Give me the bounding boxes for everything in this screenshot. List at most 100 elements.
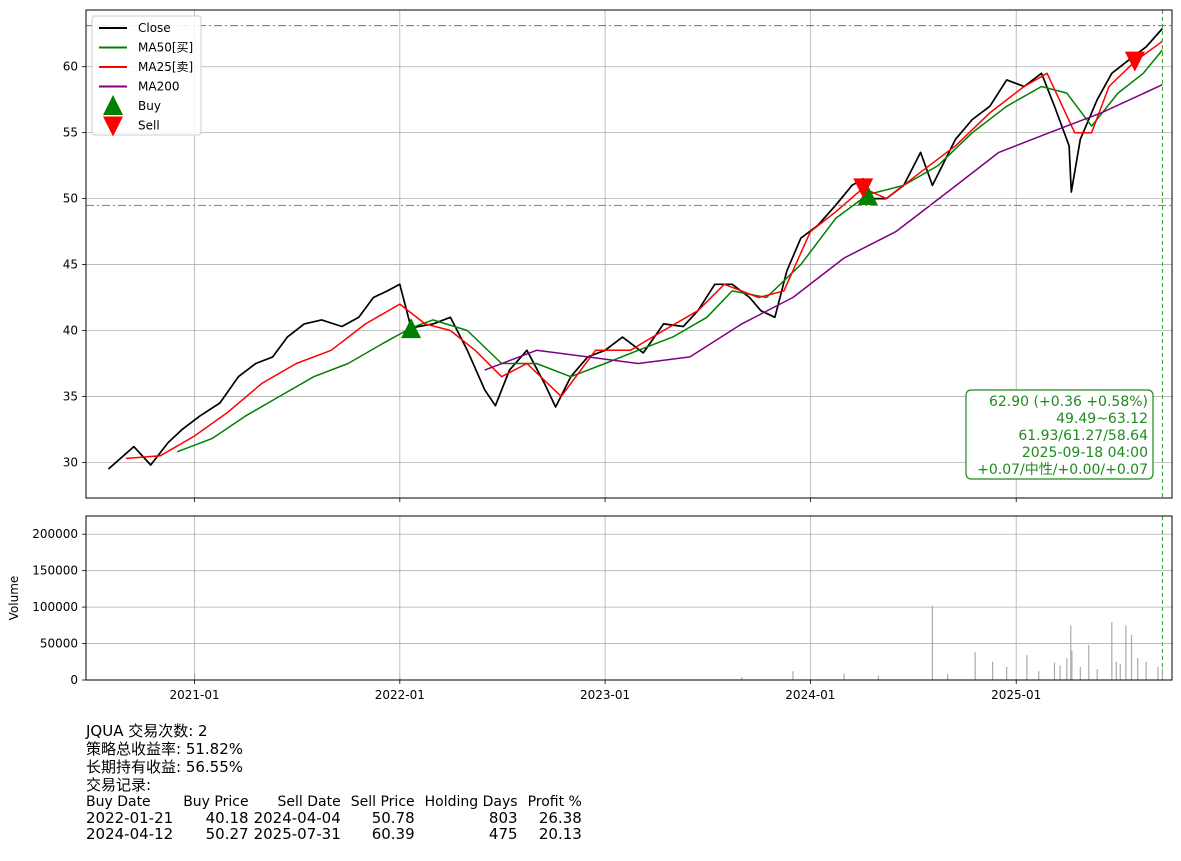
legend-entry: Close [99, 21, 171, 35]
volume-bar [193, 673, 196, 680]
table-cell: 50.27 [205, 825, 249, 843]
price-ytick-label: 35 [63, 389, 78, 403]
volume-ytick-label: 100000 [32, 600, 78, 614]
volume-bar [877, 675, 880, 680]
trade-table-header: Buy Date Buy Price Sell Date Sell Price Hold… [86, 794, 587, 810]
price-ytick-label: 40 [63, 323, 78, 337]
volume-bar [1119, 663, 1121, 680]
table-row: 2022-01-21 40.18 2024-04-04 50.78 803 26.38 [86, 810, 587, 826]
legend-label: Sell [138, 119, 160, 133]
table-cell: 2024-04-12 [86, 825, 174, 843]
volume-bar [399, 677, 401, 680]
volume-bar [1053, 662, 1056, 680]
table-cell: 50.78 [371, 809, 415, 827]
table-cell: 20.13 [538, 825, 582, 843]
volume-bar [741, 677, 743, 680]
table-cell: 475 [488, 825, 518, 843]
volume-bar [1006, 666, 1008, 680]
legend-entry: MA25[卖] [99, 60, 193, 74]
info-box-line: 62.90 (+0.36 +0.58%) [989, 394, 1148, 410]
info-box-line: 2025-09-18 04:00 [1022, 445, 1148, 461]
legend-entry: Buy [103, 95, 161, 115]
info-box-frame [965, 389, 1154, 480]
volume-bar [991, 661, 994, 680]
buy-marker [401, 318, 422, 339]
volume-xtick-label: 2023-01 [580, 688, 630, 702]
volume-ytick-label: 150000 [32, 564, 78, 578]
legend-box [91, 15, 202, 136]
volume-ylabel: Volume [7, 576, 21, 621]
table-cell: 2022-01-21 [86, 809, 174, 827]
price-ytick-label: 60 [63, 60, 78, 74]
volume-bar [974, 652, 976, 680]
volume-bar [1079, 666, 1081, 680]
series-line-close [107, 27, 1164, 470]
volume-xtick-label: 2021-01 [169, 688, 219, 702]
price-ytick-label: 55 [63, 126, 78, 140]
table-row: 2024-04-12 50.27 2025-07-31 60.39 475 20.13 [86, 826, 587, 842]
price-ytick-label: 50 [63, 192, 78, 206]
volume-frame [85, 515, 1173, 681]
price-ytick-label: 30 [63, 455, 78, 469]
trade-summary: JQUA 交易次数: 2 策略总收益率: 51.82% 长期持有收益: 56.5… [86, 722, 587, 842]
info-box-line: 61.93/61.27/58.64 [1018, 428, 1148, 444]
legend-entry: Sell [103, 116, 160, 137]
records-title: 交易记录: [86, 776, 152, 794]
volume-bar [792, 671, 794, 680]
legend-swatch-buy [103, 95, 123, 115]
volume-bar [1111, 622, 1113, 680]
price-panel: 30 35 40 45 50 55 60 Close MA50[买] MA25[卖] MA200 Bu… [63, 9, 1173, 502]
series-line-ma200 [484, 84, 1163, 371]
table-cell: 60.39 [371, 825, 415, 843]
volume-ytick-label: 200000 [32, 527, 78, 541]
volume-bar [947, 674, 949, 680]
volume-bar [1130, 634, 1133, 680]
table-header-cell: Holding Days [424, 794, 518, 810]
table-cell: 2025-07-31 [253, 825, 341, 843]
table-header-cell: Buy Date [86, 794, 151, 810]
legend-label: MA50[买] [138, 41, 193, 55]
volume-bar [1070, 625, 1072, 680]
series-line-ma25 [125, 40, 1163, 460]
series-group [107, 27, 1164, 470]
table-cell: 40.18 [205, 809, 249, 827]
volume-ytick-label: 0 [70, 673, 78, 687]
price-frame [85, 9, 1173, 499]
table-header-cell: Sell Date [277, 794, 341, 810]
volume-bar [1071, 650, 1073, 680]
volume-bar [1157, 666, 1159, 680]
table-header-cell: Sell Price [350, 794, 415, 810]
buy-marker [857, 185, 878, 206]
volume-bar [1088, 645, 1090, 680]
volume-bar [1161, 668, 1164, 680]
volume-ytick-label: 50000 [40, 637, 78, 651]
trade-records-table: Buy Date Buy Price Sell Date Sell Price Hold… [86, 794, 587, 842]
legend-label: Buy [138, 99, 161, 113]
table-header-cell: Buy Price [183, 794, 249, 810]
volume-bar [1059, 665, 1061, 680]
volume-bar [931, 605, 934, 680]
strategy-return: 策略总收益率: 51.82% [86, 740, 244, 758]
volume-bar [1115, 661, 1117, 680]
price-ytick-label: 45 [63, 258, 78, 272]
info-box-line: +0.07/中性/+0.00/+0.07 [977, 462, 1148, 478]
trade-count: JQUA 交易次数: 2 [86, 722, 208, 740]
volume-bar [1066, 658, 1068, 680]
sell-marker [1124, 51, 1145, 72]
volume-bars [193, 605, 1164, 680]
volume-bar [1125, 625, 1127, 680]
legend-swatch-sell [103, 116, 123, 137]
volume-panel: 0 50000 100000 150000 200000 2021-01 2022-01 20… [7, 515, 1173, 702]
volume-bar [1096, 669, 1098, 680]
sell-marker [853, 178, 874, 199]
legend-label: MA25[卖] [138, 60, 193, 74]
legend-label: MA200 [138, 80, 179, 94]
volume-bar [843, 673, 845, 680]
table-header-cell: Profit % [527, 794, 582, 810]
volume-xtick-label: 2025-01 [991, 688, 1041, 702]
volume-bar [1038, 671, 1040, 680]
stock-chart: 30 35 40 45 50 55 60 Close MA50[买] MA25[卖] MA200 Bu… [7, 9, 1173, 702]
volume-xtick-label: 2024-01 [785, 688, 835, 702]
table-cell: 2024-04-04 [253, 809, 341, 827]
volume-bar [1145, 661, 1147, 680]
